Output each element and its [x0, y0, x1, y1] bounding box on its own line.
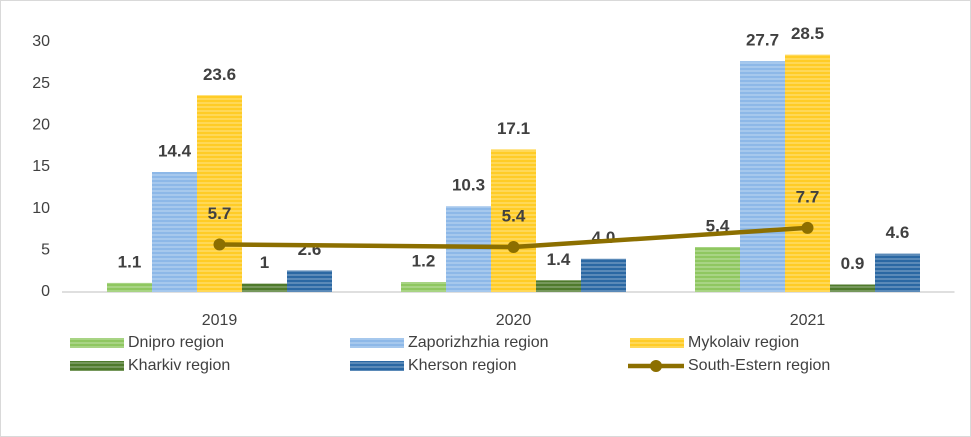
data-label: 1.2 — [412, 251, 436, 270]
data-label: 23.6 — [203, 65, 236, 84]
data-label: 4.6 — [886, 223, 910, 242]
legend-swatch — [350, 338, 404, 348]
data-label: 4.0 — [592, 228, 616, 247]
data-label: 10.3 — [452, 176, 485, 195]
data-label: 0.9 — [841, 254, 865, 273]
bar — [695, 247, 740, 292]
bar — [536, 280, 581, 292]
data-label: 1.1 — [118, 252, 142, 271]
y-tick-label: 20 — [32, 117, 50, 134]
bar — [197, 95, 242, 292]
data-label: 28.5 — [791, 24, 824, 43]
legend-label: Mykolaiv region — [688, 334, 799, 351]
bar — [287, 270, 332, 292]
bar — [152, 172, 197, 292]
data-label: 5.4 — [706, 216, 730, 235]
data-label: 1.4 — [547, 250, 571, 269]
line-marker — [507, 241, 520, 253]
bar — [107, 282, 152, 292]
bar — [491, 149, 536, 292]
x-tick-label: 2020 — [496, 312, 532, 329]
bar — [875, 253, 920, 292]
y-tick-label: 5 — [41, 242, 50, 259]
legend-marker — [650, 360, 662, 372]
legend-swatch — [630, 338, 684, 348]
y-tick-label: 15 — [32, 158, 50, 175]
data-label: 2.6 — [298, 240, 322, 259]
bar — [446, 206, 491, 292]
bar — [785, 54, 830, 292]
legend-swatch — [70, 338, 124, 348]
legend-swatch — [350, 361, 404, 371]
bar — [242, 283, 287, 292]
line-marker — [213, 238, 226, 251]
data-label: 5.4 — [502, 206, 526, 225]
legend-label: Dnipro region — [128, 334, 224, 351]
data-label: 5.7 — [208, 204, 232, 223]
data-label: 17.1 — [497, 119, 530, 138]
legend-label: Kharkiv region — [128, 357, 230, 374]
data-label: 27.7 — [746, 31, 779, 50]
data-label: 1 — [260, 253, 269, 272]
legend-label: Zaporizhzhia region — [408, 334, 549, 351]
bar — [740, 61, 785, 292]
x-tick-label: 2019 — [202, 312, 238, 329]
y-tick-label: 10 — [32, 200, 50, 217]
bar — [581, 258, 626, 292]
y-tick-label: 30 — [32, 33, 50, 50]
data-label: 7.7 — [796, 187, 820, 206]
y-tick-label: 0 — [41, 283, 50, 300]
legend-swatch — [70, 361, 124, 371]
bar — [830, 284, 875, 292]
y-tick-label: 25 — [32, 75, 50, 92]
x-tick-label: 2021 — [790, 312, 826, 329]
line-marker — [801, 221, 814, 234]
bar — [401, 282, 446, 292]
legend-label: South-Estern region — [688, 357, 830, 374]
data-label: 14.4 — [158, 141, 192, 160]
legend-label: Kherson region — [408, 357, 517, 374]
